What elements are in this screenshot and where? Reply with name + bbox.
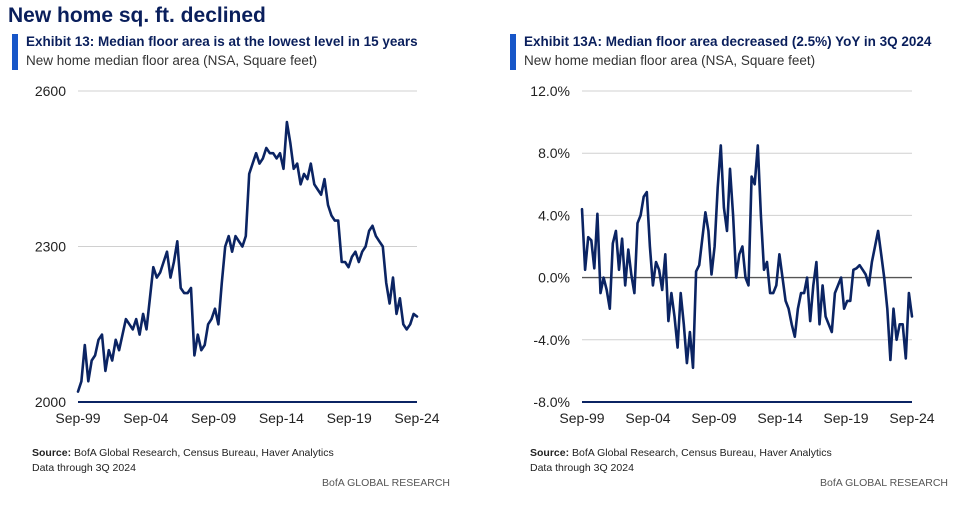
source-text: BofA Global Research, Census Bureau, Hav…: [74, 447, 334, 459]
source-label: Source:: [530, 447, 570, 459]
x-tick-label: Sep-19: [823, 410, 868, 426]
data-through-note: Data through 3Q 2024: [32, 462, 136, 474]
exhibit-13a-panel: Exhibit 13A: Median floor area decreased…: [510, 30, 970, 500]
x-tick-label: Sep-19: [327, 410, 372, 426]
source-label: Source:: [32, 447, 72, 459]
source-note: Source: BofA Global Research, Census Bur…: [32, 446, 334, 476]
y-tick-label: 8.0%: [538, 145, 570, 161]
series-line: [580, 144, 914, 370]
x-tick-label: Sep-04: [123, 410, 168, 426]
x-tick-label: Sep-14: [757, 410, 802, 426]
y-tick-label: 2600: [35, 83, 66, 99]
x-tick-label: Sep-04: [625, 410, 670, 426]
exhibit-title: Exhibit 13: Median floor area is at the …: [26, 34, 418, 49]
y-tick-label: 2000: [35, 394, 66, 410]
exhibit-accent-bar: [510, 34, 516, 70]
brand-label: BofA GLOBAL RESEARCH: [820, 477, 948, 489]
x-tick-label: Sep-14: [259, 410, 304, 426]
x-tick-label: Sep-09: [191, 410, 236, 426]
x-tick-label: Sep-24: [394, 410, 439, 426]
data-through-note: Data through 3Q 2024: [530, 462, 634, 474]
y-tick-label: 4.0%: [538, 207, 570, 223]
exhibit-subtitle: New home median floor area (NSA, Square …: [26, 53, 318, 68]
x-tick-label: Sep-09: [691, 410, 736, 426]
y-tick-label: 2300: [35, 239, 66, 255]
yoy-change-line-chart: 12.0% 8.0% 4.0% 0.0% -4.0% -8.0%Sep-99 Sep-04 S…: [530, 83, 934, 426]
brand-label: BofA GLOBAL RESEARCH: [322, 477, 450, 489]
x-tick-label: Sep-99: [55, 410, 100, 426]
exhibit-title: Exhibit 13A: Median floor area decreased…: [524, 34, 932, 49]
source-note: Source: BofA Global Research, Census Bur…: [530, 446, 832, 476]
exhibit-subtitle: New home median floor area (NSA, Square …: [524, 53, 816, 68]
series-line: [76, 120, 419, 393]
y-tick-label: 12.0%: [530, 83, 570, 99]
y-tick-label: -8.0%: [533, 394, 570, 410]
exhibit-13-panel: Exhibit 13: Median floor area is at the …: [12, 30, 472, 500]
y-tick-label: -4.0%: [533, 332, 570, 348]
x-tick-label: Sep-99: [559, 410, 604, 426]
x-tick-label: Sep-24: [889, 410, 934, 426]
y-tick-label: 0.0%: [538, 270, 570, 286]
page-title: New home sq. ft. declined: [8, 4, 266, 27]
source-text: BofA Global Research, Census Bureau, Hav…: [572, 447, 832, 459]
exhibit-accent-bar: [12, 34, 18, 70]
